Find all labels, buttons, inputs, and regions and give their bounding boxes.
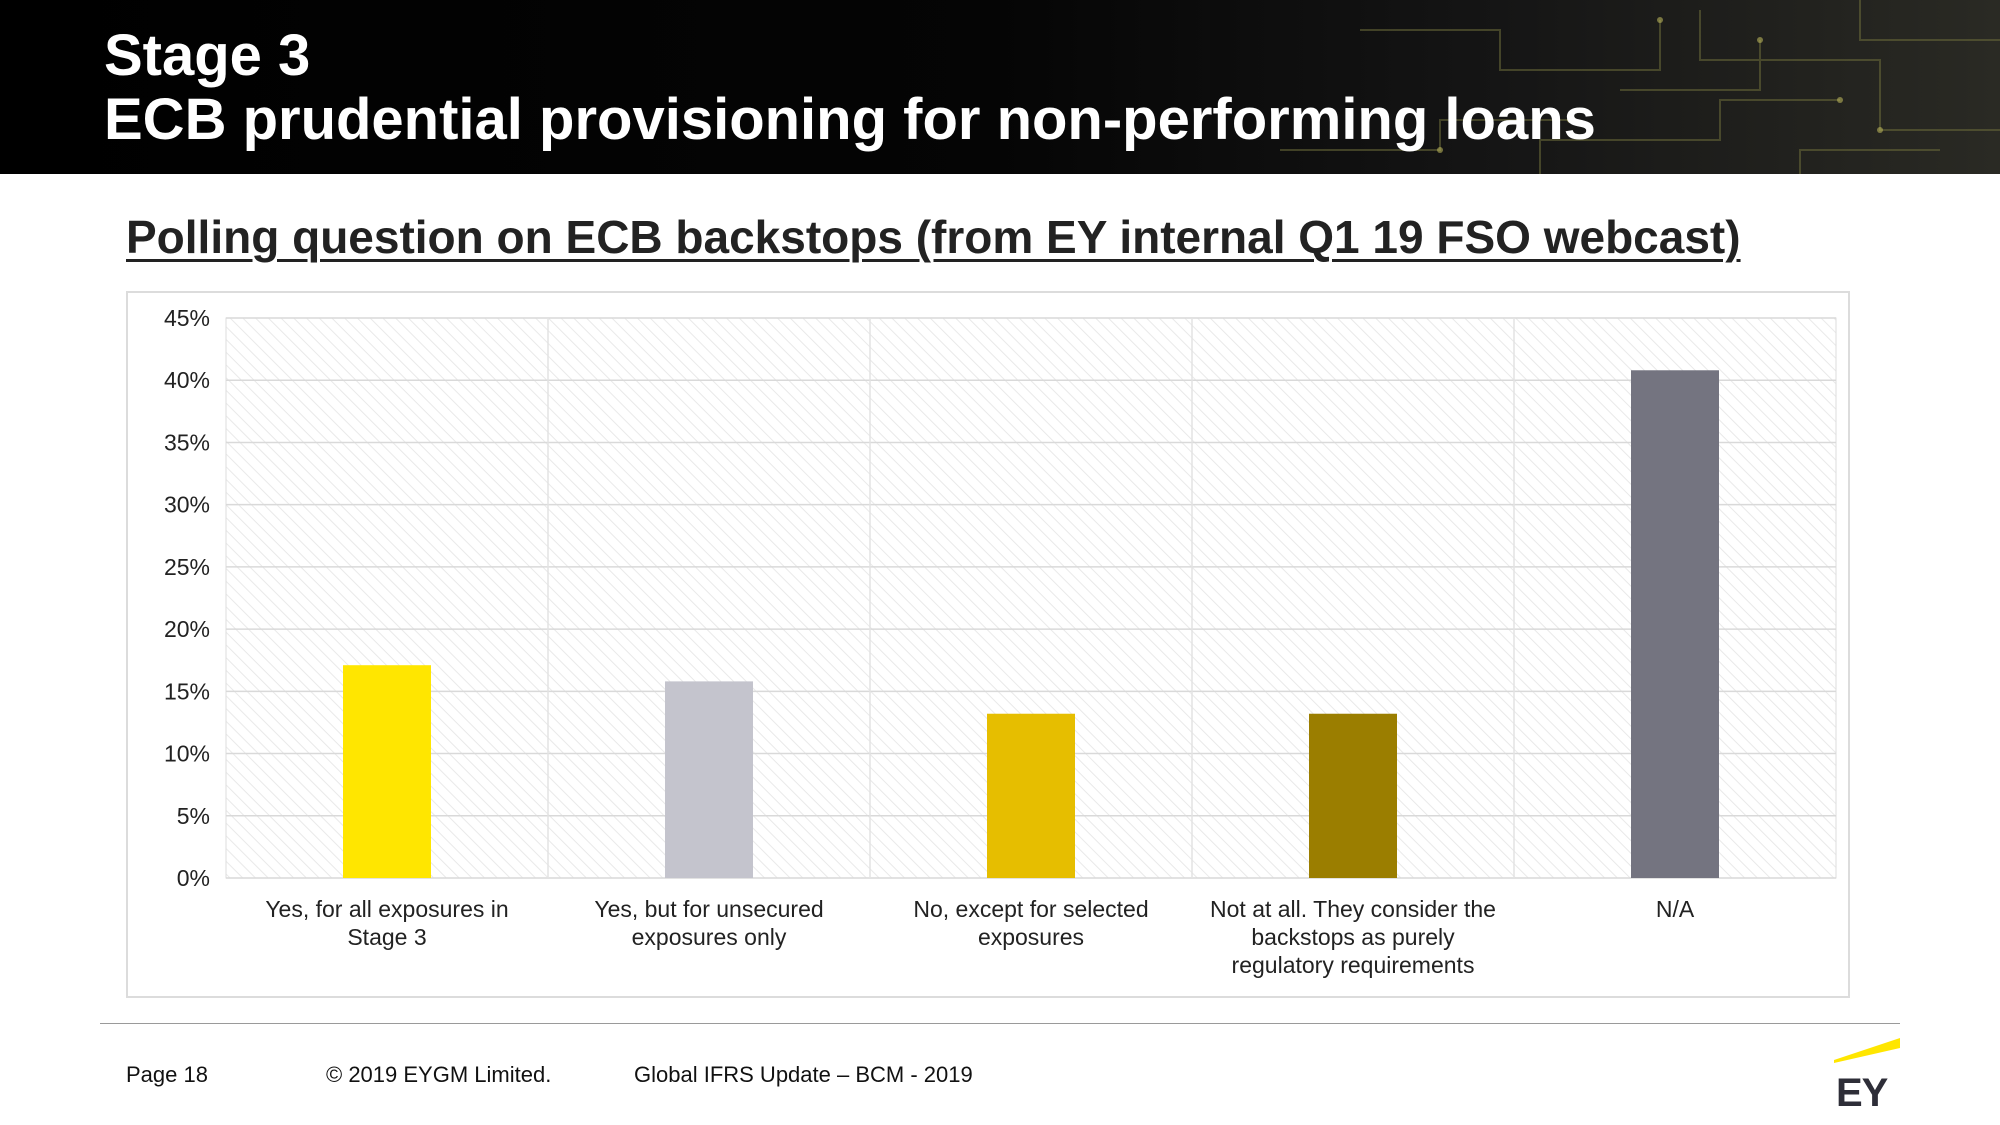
y-tick-label: 40% xyxy=(164,367,210,393)
bar xyxy=(987,713,1075,878)
x-tick-label: Yes, but for unsecured exposures only xyxy=(594,896,823,950)
chart-frame: 0% 5% 10% 15% 20% 25% 30% 35% 40% 45% Yes, for al… xyxy=(126,291,1850,998)
slide-title-line1: Stage 3 xyxy=(104,23,311,88)
page-number: Page 18 xyxy=(126,1062,208,1087)
bar xyxy=(1309,713,1397,878)
y-tick-label: 5% xyxy=(177,803,210,829)
y-tick-label: 15% xyxy=(164,678,210,704)
event-name: Global IFRS Update – BCM - 2019 xyxy=(634,1062,973,1087)
chart-heading: Polling question on ECB backstops (from … xyxy=(126,211,1741,263)
y-tick-label: 45% xyxy=(164,305,210,331)
bar xyxy=(1631,370,1719,878)
x-tick-label: No, except for selected exposures xyxy=(913,896,1148,950)
y-tick-label: 25% xyxy=(164,554,210,580)
ey-logo-beam xyxy=(1834,1038,1900,1063)
y-tick-label: 20% xyxy=(164,616,210,642)
bar xyxy=(665,681,753,878)
slide-title-line2: ECB prudential provisioning for non-perf… xyxy=(104,87,1596,152)
slide-title: Stage 3 ECB prudential provisioning for … xyxy=(104,24,1596,152)
x-tick-label: Yes, for all exposures in Stage 3 xyxy=(265,896,508,950)
y-tick-label: 30% xyxy=(164,492,210,518)
y-tick-label: 10% xyxy=(164,741,210,767)
ey-logo-text: EY xyxy=(1836,1071,1889,1108)
footer-divider xyxy=(100,1023,1900,1024)
x-tick-label: N/A xyxy=(1656,896,1695,922)
y-tick-label: 35% xyxy=(164,429,210,455)
y-tick-label: 0% xyxy=(177,865,210,891)
bar xyxy=(343,665,431,878)
circuit-decoration xyxy=(1280,0,2000,174)
ey-logo: EY xyxy=(1834,1038,1900,1108)
bar-chart: 0% 5% 10% 15% 20% 25% 30% 35% 40% 45% Yes, for al… xyxy=(164,305,1837,978)
x-tick-label: Not at all. They consider the backstops a… xyxy=(1210,896,1496,978)
copyright: © 2019 EYGM Limited. xyxy=(326,1062,552,1087)
header-banner: Stage 3 ECB prudential provisioning for … xyxy=(0,0,2000,174)
